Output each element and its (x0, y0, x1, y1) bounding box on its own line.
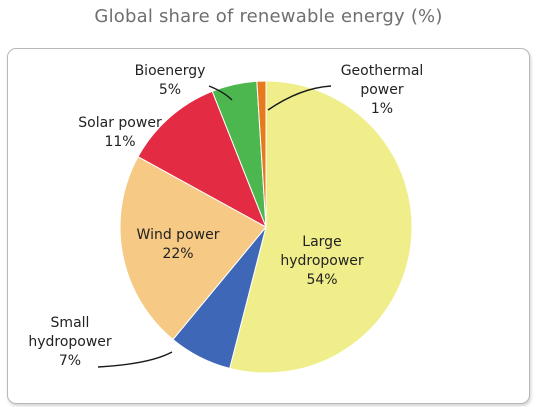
leader-lines (97, 85, 332, 368)
leader-line-small-hydropower (97, 351, 173, 368)
slice-label-large-hydropower-line-2: hydropower (280, 253, 364, 269)
slice-label-wind-power-line-1: Wind power (137, 227, 220, 243)
slice-labels: Large hydropower 54% Small hydropower 7% Wind … (28, 63, 423, 369)
leader-line-geothermal-power (267, 85, 332, 111)
slice-value-geothermal-power: 1% (371, 101, 393, 117)
slice-value-wind-power: 22% (162, 246, 193, 262)
pie-slice-geothermal-power (256, 80, 267, 228)
leader-line-bioenergy (208, 85, 233, 101)
pie-slices (119, 80, 413, 374)
slice-label-bioenergy-line-1: Bioenergy (135, 63, 206, 79)
slice-value-solar-power: 11% (104, 134, 135, 150)
slice-value-bioenergy: 5% (159, 82, 181, 98)
slice-label-small-hydropower-line-1: Small (51, 315, 90, 331)
pie-slice-wind-power (119, 155, 267, 341)
slice-label-geothermal-power-line-1: Geothermal (341, 63, 424, 79)
slice-label-solar-power-line-1: Solar power (78, 115, 162, 131)
slice-label-geothermal-power-line-2: power (360, 82, 404, 98)
slice-label-large-hydropower-line-1: Large (302, 234, 341, 250)
pie-slice-solar-power (137, 90, 267, 229)
chart-title: Global share of renewable energy (%) (94, 6, 443, 27)
slice-value-large-hydropower: 54% (306, 272, 337, 288)
slice-label-small-hydropower-line-2: hydropower (28, 334, 112, 350)
slice-value-small-hydropower: 7% (59, 353, 81, 369)
pie-slice-large-hydropower (229, 80, 413, 374)
